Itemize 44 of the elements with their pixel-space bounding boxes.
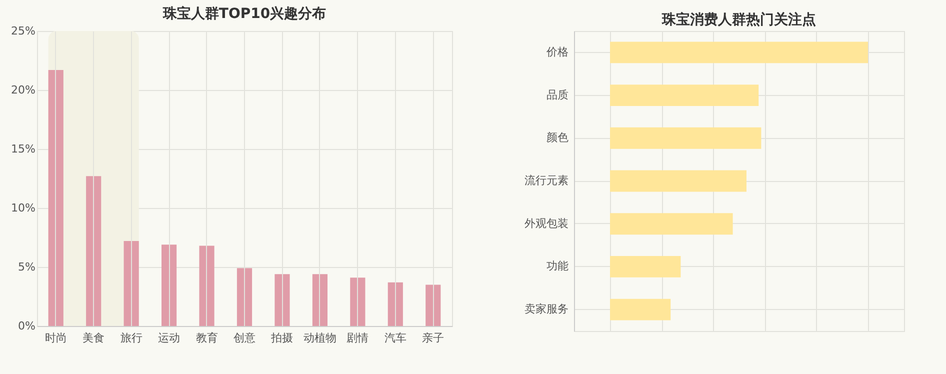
bar xyxy=(312,274,328,326)
y-tick-label: 20% xyxy=(11,84,36,96)
bar xyxy=(610,84,759,106)
bar xyxy=(610,213,733,235)
y-tick-label: 流行元素 xyxy=(524,174,568,187)
bar xyxy=(48,70,64,326)
x-tick-label: 运动 xyxy=(158,332,180,344)
bar xyxy=(610,298,671,320)
chart-title: 珠宝消费人群热门关注点 xyxy=(661,11,816,28)
y-tick-label: 0% xyxy=(18,320,36,332)
y-tick-label: 外观包装 xyxy=(524,216,568,230)
y-tick-label: 25% xyxy=(11,24,36,38)
bar xyxy=(610,170,746,192)
bar xyxy=(610,256,681,278)
y-tick-label: 品质 xyxy=(546,88,568,102)
x-tick-label: 美食 xyxy=(82,332,105,344)
x-tick-label: 剧情 xyxy=(346,332,369,344)
bar xyxy=(610,127,762,149)
y-tick-label: 价格 xyxy=(546,45,568,58)
bar xyxy=(199,246,214,326)
chart-title: 珠宝人群TOP10兴趣分布 xyxy=(162,5,326,22)
bar xyxy=(350,278,366,326)
y-tick-label: 5% xyxy=(18,260,36,274)
y-tick-label: 颜色 xyxy=(546,131,568,144)
x-tick-label: 教育 xyxy=(196,332,218,344)
y-tick-label: 10% xyxy=(11,202,36,214)
bar xyxy=(610,42,868,64)
bar xyxy=(388,282,403,326)
x-tick-label: 创意 xyxy=(234,332,256,344)
x-tick-label: 旅行 xyxy=(120,332,142,344)
bar xyxy=(274,274,290,326)
y-tick-label: 15% xyxy=(11,142,36,156)
x-tick-label: 汽车 xyxy=(384,332,406,344)
bar xyxy=(426,284,441,326)
bar xyxy=(86,176,102,326)
bar xyxy=(236,268,252,326)
x-tick-label: 时尚 xyxy=(44,332,67,344)
bar xyxy=(124,241,139,326)
x-tick-label: 拍摄 xyxy=(270,332,294,344)
x-tick-label: 亲子 xyxy=(422,332,444,344)
y-tick-label: 功能 xyxy=(546,260,568,273)
x-tick-label: 动植物 xyxy=(303,332,336,344)
y-tick-label: 卖家服务 xyxy=(524,302,568,316)
bar xyxy=(162,244,177,326)
